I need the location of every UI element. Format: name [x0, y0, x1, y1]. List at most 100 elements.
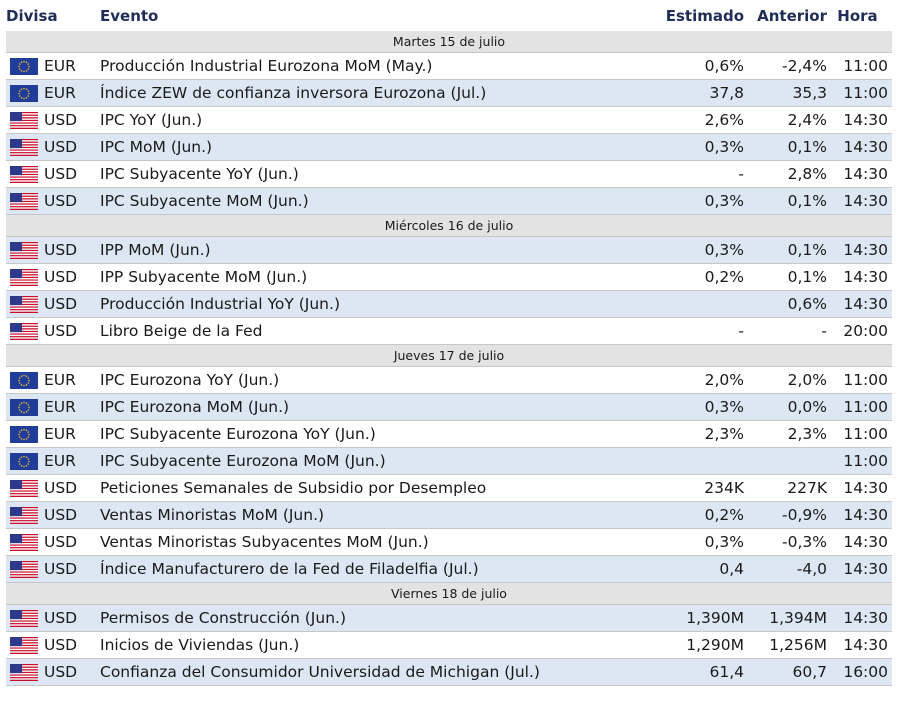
currency-code: EUR [44, 371, 76, 389]
anterior-value: - [821, 322, 827, 340]
currency-cell: USD [6, 165, 100, 183]
estimado-value: 0,3% [704, 192, 744, 210]
us-flag-icon [10, 663, 38, 681]
event-name: Índice ZEW de confianza inversora Eurozo… [100, 84, 487, 102]
estimado-value: 234K [704, 479, 744, 497]
anterior-value: 60,7 [792, 663, 827, 681]
currency-cell: EUR [6, 84, 100, 102]
eu-flag-icon [10, 398, 38, 416]
hora-value: 14:30 [843, 268, 888, 286]
us-flag-icon [10, 636, 38, 654]
header-estimado: Estimado [665, 6, 744, 25]
currency-cell: USD [6, 663, 100, 681]
hora-value: 11:00 [843, 57, 888, 75]
estimado-value: 1,390M [686, 609, 744, 627]
table-body: Martes 15 de julio EUR Producción Indust… [6, 31, 892, 686]
estimado-value: 2,0% [704, 371, 744, 389]
table-row: EUR IPC Subyacente Eurozona MoM (Jun.) 1… [6, 448, 892, 475]
table-row: USD Confianza del Consumidor Universidad… [6, 659, 892, 686]
currency-code: USD [44, 322, 78, 340]
event-name: Permisos de Construcción (Jun.) [100, 609, 347, 627]
table-header: Divisa Evento Estimado Anterior Hora [6, 0, 892, 31]
event-name: Peticiones Semanales de Subsidio por Des… [100, 479, 487, 497]
currency-code: USD [44, 560, 78, 578]
eu-flag-icon [10, 371, 38, 389]
table-row: EUR Producción Industrial Eurozona MoM (… [6, 53, 892, 80]
currency-code: USD [44, 506, 78, 524]
event-name: Confianza del Consumidor Universidad de … [100, 663, 540, 681]
table-row: USD Índice Manufacturero de la Fed de Fi… [6, 556, 892, 583]
table-row: USD Inicios de Viviendas (Jun.) 1,290M 1… [6, 632, 892, 659]
date-row: Martes 15 de julio [6, 31, 892, 53]
header-evento: Evento [100, 6, 159, 25]
anterior-value: 0,1% [787, 138, 827, 156]
estimado-value: 61,4 [709, 663, 744, 681]
hora-value: 14:30 [843, 506, 888, 524]
currency-code: USD [44, 479, 78, 497]
currency-cell: USD [6, 479, 100, 497]
estimado-value: 0,3% [704, 241, 744, 259]
currency-cell: USD [6, 609, 100, 627]
table-row: USD IPC Subyacente YoY (Jun.) - 2,8% 14:… [6, 161, 892, 188]
hora-value: 14:30 [843, 192, 888, 210]
event-name: IPC MoM (Jun.) [100, 138, 213, 156]
table-row: USD Ventas Minoristas MoM (Jun.) 0,2% -0… [6, 502, 892, 529]
us-flag-icon [10, 111, 38, 129]
anterior-value: 2,8% [787, 165, 827, 183]
currency-cell: EUR [6, 398, 100, 416]
hora-value: 14:30 [843, 295, 888, 313]
anterior-value: 0,6% [787, 295, 827, 313]
currency-code: USD [44, 241, 78, 259]
currency-cell: EUR [6, 57, 100, 75]
currency-code: USD [44, 533, 78, 551]
event-name: IPC Subyacente YoY (Jun.) [100, 165, 299, 183]
eu-flag-icon [10, 84, 38, 102]
estimado-value: 2,6% [704, 111, 744, 129]
table-row: EUR Índice ZEW de confianza inversora Eu… [6, 80, 892, 107]
currency-cell: EUR [6, 371, 100, 389]
table-row: EUR IPC Subyacente Eurozona YoY (Jun.) 2… [6, 421, 892, 448]
us-flag-icon [10, 268, 38, 286]
anterior-value: 0,0% [787, 398, 827, 416]
hora-value: 20:00 [843, 322, 888, 340]
anterior-value: 35,3 [792, 84, 827, 102]
estimado-value: 0,3% [704, 398, 744, 416]
currency-cell: USD [6, 506, 100, 524]
anterior-value: 2,4% [787, 111, 827, 129]
table-row: EUR IPC Eurozona MoM (Jun.) 0,3% 0,0% 11… [6, 394, 892, 421]
event-name: IPC Eurozona MoM (Jun.) [100, 398, 290, 416]
currency-cell: USD [6, 111, 100, 129]
currency-code: USD [44, 268, 78, 286]
hora-value: 14:30 [843, 609, 888, 627]
currency-cell: EUR [6, 452, 100, 470]
anterior-value: 227K [787, 479, 827, 497]
anterior-value: 0,1% [787, 192, 827, 210]
us-flag-icon [10, 506, 38, 524]
eu-flag-icon [10, 57, 38, 75]
us-flag-icon [10, 165, 38, 183]
us-flag-icon [10, 192, 38, 210]
anterior-value: 1,394M [769, 609, 827, 627]
anterior-value: 0,1% [787, 241, 827, 259]
anterior-value: -4,0 [796, 560, 827, 578]
event-name: Producción Industrial YoY (Jun.) [100, 295, 340, 313]
estimado-value: 0,3% [704, 533, 744, 551]
currency-cell: USD [6, 560, 100, 578]
event-name: Libro Beige de la Fed [100, 322, 263, 340]
currency-code: EUR [44, 398, 76, 416]
table-row: EUR IPC Eurozona YoY (Jun.) 2,0% 2,0% 11… [6, 367, 892, 394]
table-row: USD Permisos de Construcción (Jun.) 1,39… [6, 605, 892, 632]
hora-value: 14:30 [843, 533, 888, 551]
table-row: USD Peticiones Semanales de Subsidio por… [6, 475, 892, 502]
currency-cell: USD [6, 268, 100, 286]
currency-code: EUR [44, 452, 76, 470]
us-flag-icon [10, 560, 38, 578]
currency-cell: USD [6, 533, 100, 551]
currency-code: USD [44, 636, 78, 654]
event-name: Ventas Minoristas Subyacentes MoM (Jun.) [100, 533, 429, 551]
event-name: IPC Subyacente Eurozona MoM (Jun.) [100, 452, 386, 470]
eu-flag-icon [10, 425, 38, 443]
us-flag-icon [10, 609, 38, 627]
table-row: USD IPC Subyacente MoM (Jun.) 0,3% 0,1% … [6, 188, 892, 215]
table-row: USD Producción Industrial YoY (Jun.) 0,6… [6, 291, 892, 318]
